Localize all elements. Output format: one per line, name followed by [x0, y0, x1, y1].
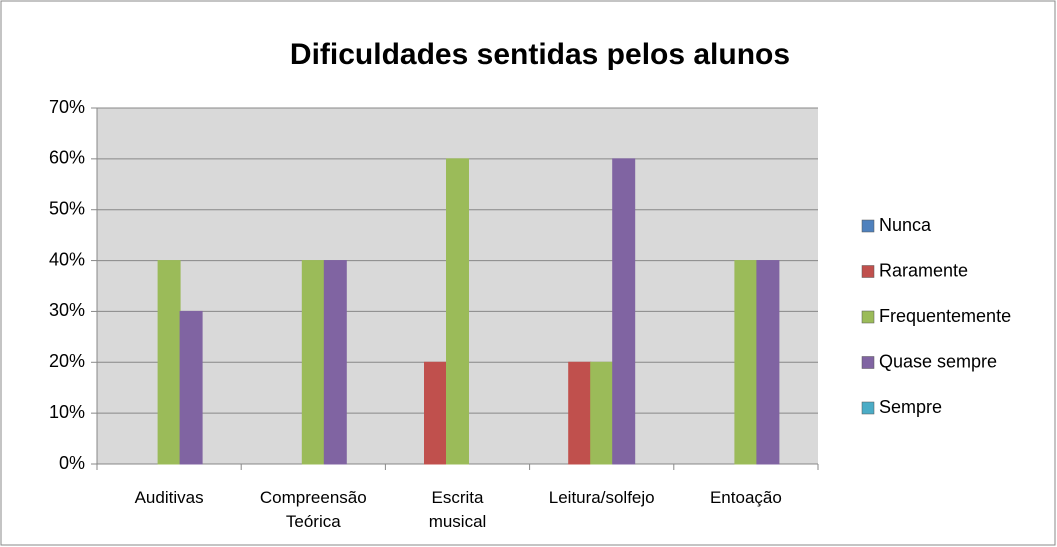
bar — [612, 158, 636, 465]
y-tick-label: 0% — [59, 453, 85, 473]
x-tick-label: Escrita musical — [428, 488, 487, 531]
y-tick-label: 60% — [49, 148, 85, 168]
bar — [568, 361, 592, 465]
chart-title: Dificuldades sentidas pelos alunos — [290, 38, 790, 71]
y-tick-label: 20% — [49, 351, 85, 371]
legend-swatch — [861, 310, 875, 324]
bar — [590, 361, 614, 465]
legend-label: Nunca — [879, 215, 932, 235]
x-tick-label: Entoação — [709, 488, 782, 507]
y-tick-label: 70% — [49, 97, 85, 117]
legend-label: Quase sempre — [879, 351, 997, 371]
legend-swatch — [861, 401, 875, 415]
bar — [756, 260, 780, 465]
y-tick-label: 10% — [49, 402, 85, 422]
bar — [179, 310, 203, 465]
bar — [301, 260, 325, 465]
x-tick-label: Leitura/solfejo — [548, 488, 655, 507]
bar — [157, 260, 181, 465]
x-tick-label: Compreensão Teórica — [259, 488, 367, 531]
legend-label: Sempre — [879, 397, 942, 417]
bar — [446, 158, 469, 465]
y-tick-label: 40% — [49, 249, 85, 269]
y-tick-label: 30% — [49, 300, 85, 320]
legend-swatch — [861, 356, 875, 369]
y-tick-label: 50% — [49, 198, 85, 218]
bar — [424, 361, 447, 465]
bar — [734, 260, 758, 465]
legend-label: Raramente — [879, 260, 968, 280]
bar — [323, 260, 347, 465]
x-tick-label: Auditivas — [134, 488, 204, 507]
legend-swatch — [861, 219, 875, 233]
legend-swatch — [861, 265, 875, 278]
legend-label: Frequentemente — [879, 306, 1011, 326]
